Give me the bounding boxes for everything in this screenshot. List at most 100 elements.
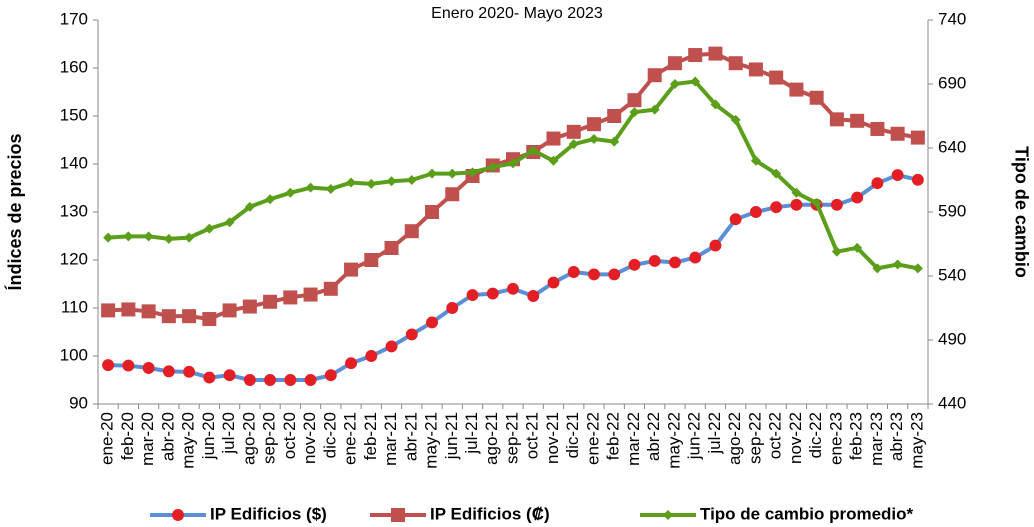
y2-tick-label: 540 <box>938 265 966 284</box>
x-tick-label: ene-22 <box>583 412 602 465</box>
data-point <box>789 82 804 97</box>
data-point <box>202 312 217 327</box>
data-point <box>508 158 518 169</box>
x-tick-label: nov-22 <box>786 412 805 464</box>
data-point <box>750 155 761 166</box>
data-point <box>892 259 903 270</box>
x-tick-label: nov-20 <box>300 412 319 464</box>
legend-label: IP Edificios (₡) <box>430 504 550 523</box>
x-tick-label: sep-22 <box>745 412 764 464</box>
data-point <box>831 246 842 257</box>
x-tick-label: jul-20 <box>219 412 238 455</box>
x-tick-label: mar-23 <box>867 412 886 466</box>
x-tick-label: jun-22 <box>685 412 704 460</box>
data-point <box>103 232 114 243</box>
data-point <box>588 134 599 145</box>
data-point <box>688 48 703 63</box>
data-point <box>406 175 417 185</box>
data-point <box>204 223 215 234</box>
data-point <box>546 131 561 146</box>
data-point <box>325 183 336 194</box>
data-point <box>709 239 722 252</box>
data-point <box>323 281 338 296</box>
data-point <box>346 177 357 188</box>
x-tick-label: oct-21 <box>523 412 542 459</box>
y2-tick-label: 490 <box>938 329 966 348</box>
data-point <box>912 263 923 274</box>
data-point <box>608 268 621 281</box>
data-point <box>162 365 175 378</box>
data-point <box>425 205 440 219</box>
data-point <box>566 124 581 139</box>
x-tick-label: feb-20 <box>118 412 137 460</box>
legend-marker <box>663 510 673 520</box>
data-point <box>627 93 642 108</box>
y-tick-label: 90 <box>69 393 88 412</box>
data-point <box>830 198 843 211</box>
data-point <box>609 136 620 147</box>
data-point <box>729 213 742 226</box>
y2-tick-label: 690 <box>938 73 966 92</box>
data-point <box>567 266 580 278</box>
x-tick-label: jul-22 <box>705 412 724 455</box>
data-point <box>769 70 784 85</box>
data-point <box>811 198 822 209</box>
data-point <box>445 187 460 202</box>
x-tick-label: may-21 <box>422 412 441 469</box>
x-tick-label: abr-21 <box>401 412 420 461</box>
data-point <box>446 302 459 314</box>
data-point <box>265 194 276 205</box>
data-point <box>161 309 176 324</box>
data-point <box>264 374 277 386</box>
data-point <box>487 162 498 173</box>
x-tick-label: mar-21 <box>381 412 400 466</box>
data-point <box>649 104 660 115</box>
x-tick-label: ago-22 <box>725 412 744 465</box>
data-point <box>690 76 701 87</box>
data-point <box>466 289 479 301</box>
data-point <box>507 282 519 295</box>
x-tick-label: ene-21 <box>341 412 360 465</box>
y-axis-label: Índices de precios <box>4 133 25 290</box>
data-point <box>364 253 379 267</box>
data-point <box>667 56 682 71</box>
data-point <box>244 201 255 212</box>
data-point <box>647 68 662 83</box>
y2-axis-label: Tipo de cambio <box>1011 146 1031 278</box>
data-point <box>910 130 925 145</box>
x-tick-label: sep-21 <box>502 412 521 464</box>
legend-label: IP Edificios ($) <box>210 504 327 523</box>
data-point <box>588 268 600 281</box>
x-tick-label: jun-20 <box>199 412 218 460</box>
data-point <box>285 187 296 198</box>
data-point <box>628 258 641 271</box>
data-point <box>141 304 156 319</box>
x-tick-label: ene-23 <box>826 412 845 465</box>
data-point <box>182 309 197 324</box>
data-point <box>101 303 116 318</box>
data-point <box>142 362 155 374</box>
data-point <box>427 168 438 179</box>
x-tick-label: feb-23 <box>847 412 866 460</box>
data-point <box>871 177 884 190</box>
data-point <box>728 56 743 71</box>
x-tick-label: jul-21 <box>462 412 481 455</box>
data-point <box>872 263 883 274</box>
legend-label: Tipo de cambio promedio* <box>700 504 914 523</box>
x-tick-label: ago-20 <box>239 412 258 465</box>
data-point <box>345 357 357 370</box>
data-point <box>242 299 257 314</box>
y-tick-label: 100 <box>60 345 88 364</box>
y-tick-label: 160 <box>60 57 88 76</box>
data-point <box>122 359 135 372</box>
data-point <box>143 231 154 242</box>
y-tick-label: 130 <box>60 201 88 220</box>
x-tick-label: may-23 <box>907 412 926 469</box>
data-point <box>791 187 802 198</box>
x-tick-label: oct-22 <box>766 412 785 459</box>
data-point <box>689 251 702 264</box>
data-point <box>851 191 864 204</box>
legend-marker <box>172 509 184 521</box>
data-point <box>304 374 317 386</box>
data-point <box>528 145 539 156</box>
